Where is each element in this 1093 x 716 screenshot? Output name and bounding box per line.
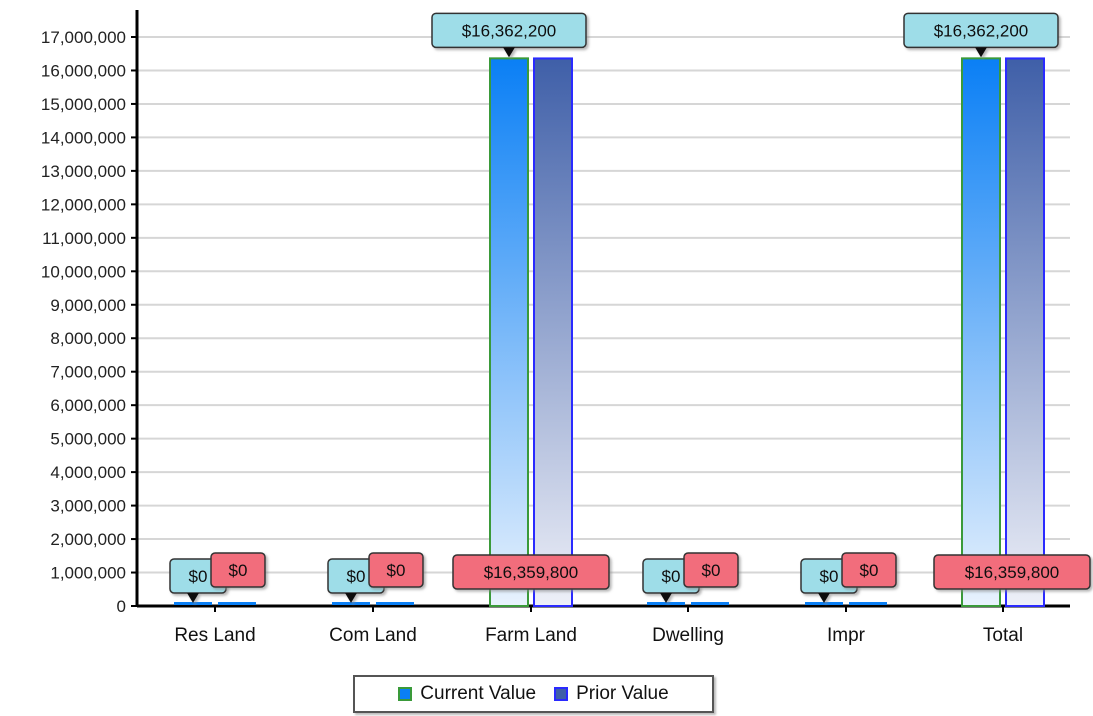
x-tick-label: Impr — [827, 625, 866, 646]
bar-prior — [849, 602, 887, 605]
bars — [174, 57, 1045, 608]
bar-prior — [1005, 57, 1045, 608]
legend-label-prior: Prior Value — [576, 683, 669, 704]
bar-current — [174, 602, 212, 605]
legend-item-prior: Prior Value — [554, 683, 669, 705]
y-tick-label: 2,000,000 — [50, 530, 126, 549]
svg-text:$0: $0 — [662, 567, 681, 586]
x-tick-label: Total — [983, 625, 1023, 646]
y-tick-label: 6,000,000 — [50, 396, 126, 415]
bar-current — [647, 602, 685, 605]
bar-prior — [376, 602, 414, 605]
data-label-prior: $0 — [210, 552, 266, 588]
legend-swatch-prior — [554, 687, 569, 701]
y-tick-label: 11,000,000 — [42, 229, 126, 248]
svg-text:$0: $0 — [702, 561, 721, 580]
y-tick-label: 5,000,000 — [50, 430, 126, 449]
y-tick-label: 1,000,000 — [50, 564, 126, 583]
y-tick-label: 16,000,000 — [41, 61, 126, 80]
y-tick-label: 12,000,000 — [41, 195, 126, 214]
x-tick-label: Dwelling — [652, 625, 724, 646]
legend-item-current: Current Value — [398, 683, 536, 705]
bar-current — [489, 57, 529, 608]
data-labels: $0 $0 $0 $0 $16,362,200 $16,359,800 $0 $0 $0 $0 $1… — [169, 12, 1091, 603]
y-tick-label: 17,000,000 — [41, 28, 126, 47]
legend-label-current: Current Value — [420, 683, 537, 704]
bar-prior — [691, 602, 729, 605]
y-tick-label: 0 — [117, 597, 126, 616]
bar-current — [961, 57, 1001, 608]
svg-text:$0: $0 — [860, 561, 879, 580]
y-tick-label: 14,000,000 — [41, 128, 126, 147]
y-tick-label: 8,000,000 — [50, 329, 126, 348]
bar-prior — [533, 57, 573, 608]
data-label-prior: $16,359,800 — [933, 554, 1091, 590]
bar-prior — [218, 602, 256, 605]
y-tick-label: 4,000,000 — [50, 463, 126, 482]
svg-text:$16,359,800: $16,359,800 — [965, 563, 1060, 582]
bar-current — [332, 602, 370, 605]
svg-text:$16,362,200: $16,362,200 — [934, 21, 1029, 40]
svg-text:$16,362,200: $16,362,200 — [462, 21, 557, 40]
svg-text:$0: $0 — [347, 567, 366, 586]
y-tick-label: 9,000,000 — [50, 296, 126, 315]
bar-current — [805, 602, 843, 605]
svg-text:$0: $0 — [820, 567, 839, 586]
data-label-prior: $16,359,800 — [452, 554, 610, 590]
bar-chart: 0 1,000,000 2,000,000 3,000,000 4,000,000 5,0… — [41, 10, 1091, 646]
y-tick-label: 7,000,000 — [50, 363, 126, 382]
x-tick-label: Res Land — [174, 625, 255, 646]
y-tick-label: 10,000,000 — [41, 262, 126, 281]
svg-text:$0: $0 — [387, 561, 406, 580]
data-label-prior: $0 — [683, 552, 739, 588]
x-tick-label: Com Land — [329, 625, 417, 646]
y-tick-label: 13,000,000 — [41, 162, 126, 181]
svg-text:$16,359,800: $16,359,800 — [484, 563, 579, 582]
gridlines — [137, 36, 1070, 574]
data-label-prior: $0 — [368, 552, 424, 588]
data-label-current: $16,362,200 — [903, 12, 1059, 58]
data-label-current: $16,362,200 — [431, 12, 587, 58]
svg-text:$0: $0 — [229, 561, 248, 580]
legend: Current Value Prior Value — [353, 675, 714, 713]
y-tick-label: 3,000,000 — [50, 497, 126, 516]
x-tick-label: Farm Land — [485, 625, 577, 646]
y-tick-label: 15,000,000 — [41, 95, 126, 114]
data-label-prior: $0 — [841, 552, 897, 588]
axes: 0 1,000,000 2,000,000 3,000,000 4,000,000 5,0… — [41, 10, 1070, 646]
legend-swatch-current — [398, 687, 413, 701]
svg-text:$0: $0 — [189, 567, 208, 586]
